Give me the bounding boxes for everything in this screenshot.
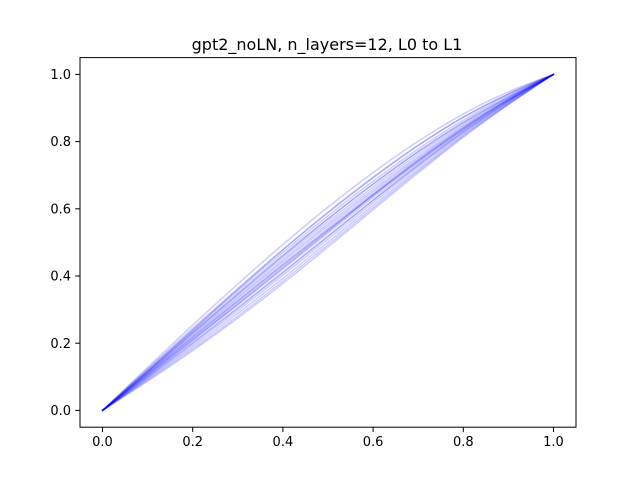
series-line-7 [101, 73, 555, 412]
y-tick-label: 1.0 [50, 68, 71, 83]
y-tick-label: 0.8 [50, 135, 71, 150]
plot-frame [79, 57, 577, 428]
series-line-19 [101, 73, 555, 412]
series-line-10 [101, 73, 555, 412]
series-line-9 [101, 73, 555, 412]
series-line-13 [101, 73, 555, 412]
x-axis: 0.0 0.2 0.4 0.6 0.8 1.0 [92, 427, 564, 450]
y-tick-label: 0.6 [50, 202, 71, 217]
y-axis: 0.0 0.2 0.4 0.6 0.8 1.0 [50, 68, 80, 419]
x-tick-label: 0.4 [273, 435, 294, 450]
x-tick-label: 0.6 [363, 435, 384, 450]
series-line-14 [101, 73, 555, 412]
series-line-11 [101, 73, 555, 412]
series-line-0 [101, 73, 555, 412]
y-tick-label: 0.0 [50, 404, 71, 419]
x-tick-label: 0.2 [182, 435, 203, 450]
series-line-16 [101, 73, 555, 412]
series-group [101, 73, 555, 412]
x-tick-label: 0.8 [453, 435, 474, 450]
y-tick-label: 0.2 [50, 337, 71, 352]
chart-title: gpt2_noLN, n_layers=12, L0 to L1 [192, 35, 463, 55]
series-line-1 [101, 73, 555, 412]
y-tick-label: 0.4 [50, 270, 71, 285]
series-line-2 [101, 73, 555, 412]
series-line-8 [101, 73, 555, 412]
series-line-3 [101, 73, 555, 412]
x-tick-label: 1.0 [543, 435, 564, 450]
x-tick-label: 0.0 [92, 435, 113, 450]
series-line-17 [101, 73, 555, 412]
series-line-15 [101, 73, 555, 412]
series-line-4 [101, 73, 555, 412]
series-line-5 [101, 73, 555, 412]
series-line-12 [101, 73, 555, 412]
series-line-18 [101, 73, 555, 412]
series-line-6 [101, 73, 555, 412]
